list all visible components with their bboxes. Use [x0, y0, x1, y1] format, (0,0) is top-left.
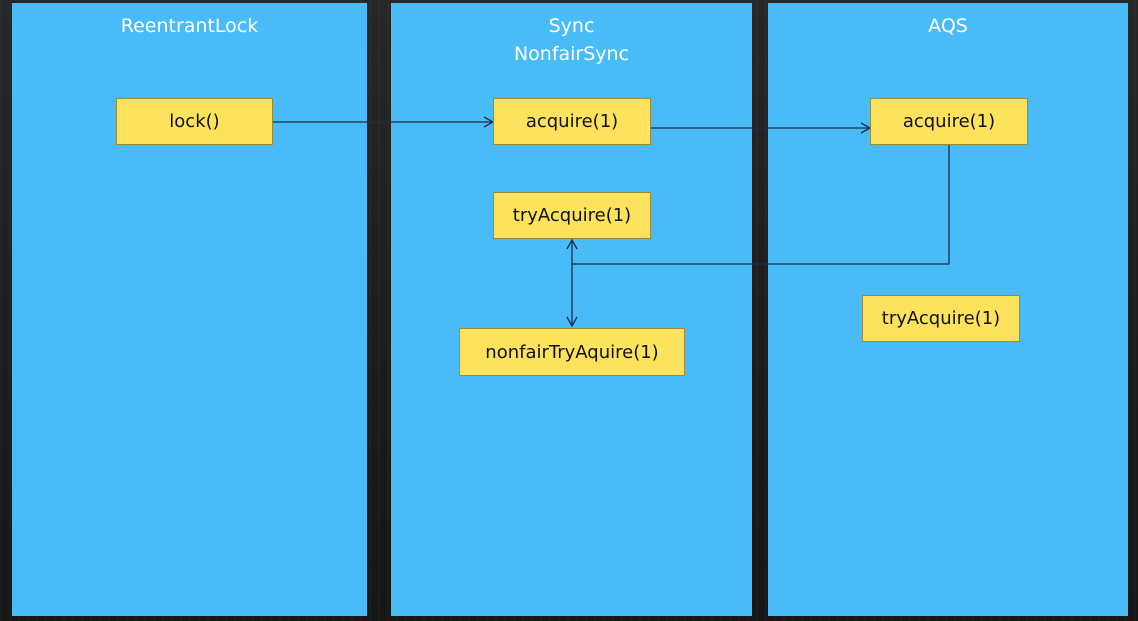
lane-title-reentrantlock: ReentrantLock	[12, 12, 367, 40]
box-reentrantlock-lock: lock()	[116, 98, 273, 145]
box-sync-nonfair-try-acquire: nonfairTryAquire(1)	[459, 328, 685, 376]
lane-sync-nonfairsync: Sync NonfairSync	[391, 3, 752, 616]
lane-title-line: ReentrantLock	[120, 15, 259, 37]
lane-title-aqs: AQS	[768, 12, 1128, 40]
lane-title-line: Sync	[548, 15, 595, 37]
box-aqs-acquire: acquire(1)	[870, 98, 1028, 145]
lane-title-line: AQS	[928, 15, 968, 37]
lane-title-sync: Sync NonfairSync	[391, 12, 752, 68]
box-sync-try-acquire: tryAcquire(1)	[493, 192, 651, 239]
box-aqs-try-acquire: tryAcquire(1)	[862, 295, 1020, 342]
box-sync-acquire: acquire(1)	[493, 98, 651, 145]
lane-reentrantlock: ReentrantLock	[12, 3, 367, 616]
lane-title-line: NonfairSync	[513, 43, 630, 65]
